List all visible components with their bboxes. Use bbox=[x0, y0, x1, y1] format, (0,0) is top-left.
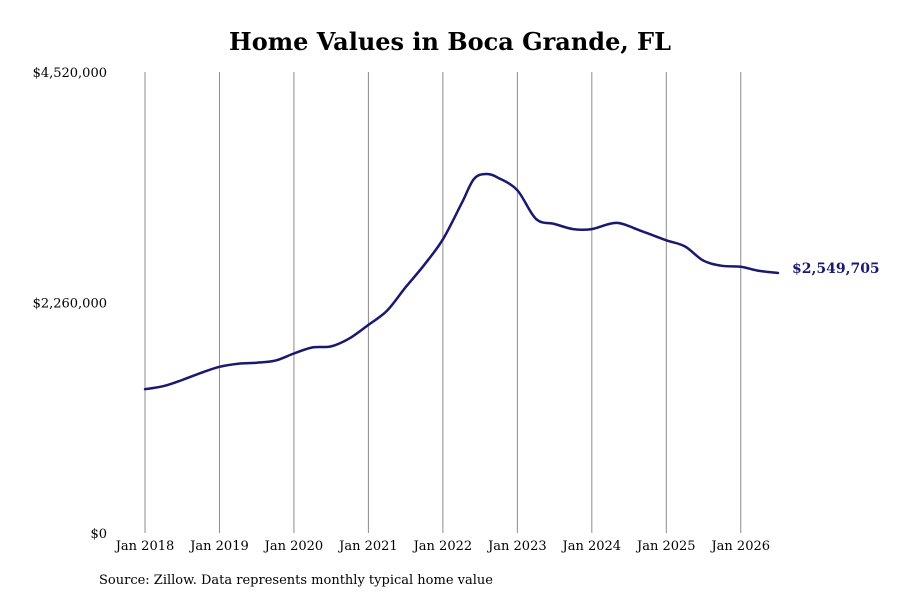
x-tick-label: Jan 2018 bbox=[114, 539, 175, 554]
x-tick-label: Jan 2023 bbox=[486, 539, 547, 554]
x-tick-label: Jan 2025 bbox=[635, 539, 696, 554]
x-tick-label: Jan 2022 bbox=[412, 539, 473, 554]
x-tick-label: Jan 2020 bbox=[263, 539, 324, 554]
y-tick-label: $0 bbox=[90, 527, 107, 542]
x-tick-label: Jan 2021 bbox=[337, 539, 398, 554]
x-tick-label: Jan 2019 bbox=[188, 539, 249, 554]
chart-title: Home Values in Boca Grande, FL bbox=[229, 27, 671, 56]
y-tick-label: $2,260,000 bbox=[33, 297, 107, 312]
x-tick-label: Jan 2024 bbox=[561, 539, 622, 554]
series-line bbox=[143, 172, 780, 391]
y-tick-label: $4,520,000 bbox=[33, 66, 107, 81]
end-value-label: $2,549,705 bbox=[792, 261, 880, 277]
x-tick-label: Jan 2026 bbox=[709, 539, 770, 554]
source-note: Source: Zillow. Data represents monthly … bbox=[99, 573, 493, 588]
